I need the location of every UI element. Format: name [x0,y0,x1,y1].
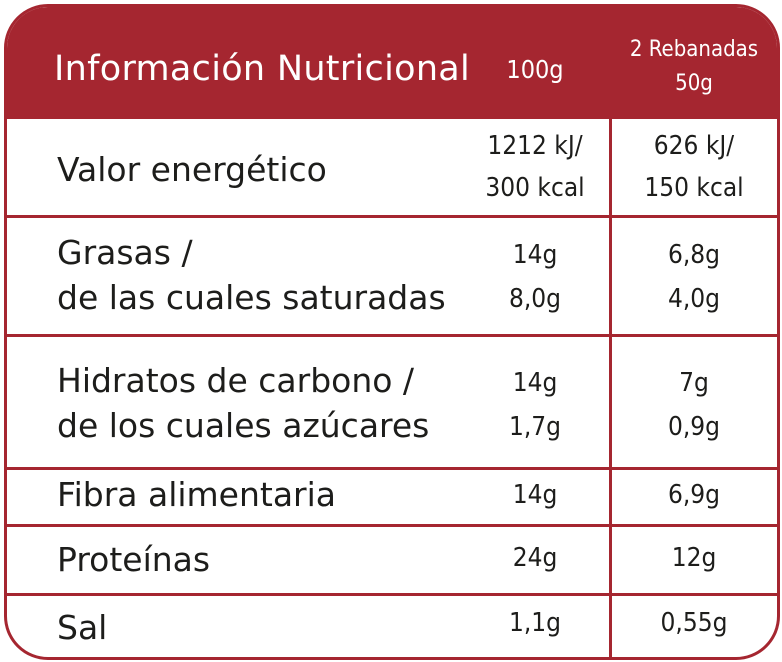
column-divider [609,119,612,657]
row-divider [7,334,777,337]
fibre-per-portion: 6,9g [667,480,721,510]
carbs-per-portion: 7g 0,9g [667,368,721,442]
carbs-per-100g: 14g 1,7g [508,368,562,442]
header-per-100g: 100g [506,55,564,84]
row-label-salt: Sal [57,608,108,647]
protein-per-100g: 24g [512,543,558,573]
row-label-fibre: Fibra alimentaria [57,475,337,514]
nutrition-table: Información Nutricional 100g 2 Rebanadas… [4,4,780,660]
header-portion-line1: 2 Rebanadas [629,37,759,62]
protein-per-portion: 12g [671,543,717,573]
row-divider [7,467,777,470]
salt-per-portion: 0,55g [660,608,728,638]
fibre-per-100g: 14g [512,480,558,510]
row-label-protein: Proteínas [57,540,211,579]
fat-per-portion: 6,8g 4,0g [667,240,721,314]
table-header: Información Nutricional 100g 2 Rebanadas… [7,7,777,119]
row-divider [7,215,777,218]
row-divider [7,524,777,527]
energy-per-100g: 1212 kJ/300 kcal [485,131,585,203]
header-per-portion: 2 Rebanadas 50g [611,33,777,101]
table-title: Información Nutricional [54,49,471,89]
header-portion-line2: 50g [675,71,713,96]
row-label-energy: Valor energético [57,150,327,189]
energy-per-portion: 626 kJ/150 kcal [644,131,744,203]
row-divider [7,593,777,596]
salt-per-100g: 1,1g [508,608,562,638]
row-label-fat: Grasas / de las cuales saturadas [57,233,446,317]
fat-per-100g: 14g 8,0g [508,240,562,314]
row-label-carbs: Hidratos de carbono / de los cuales azúca… [57,361,430,445]
